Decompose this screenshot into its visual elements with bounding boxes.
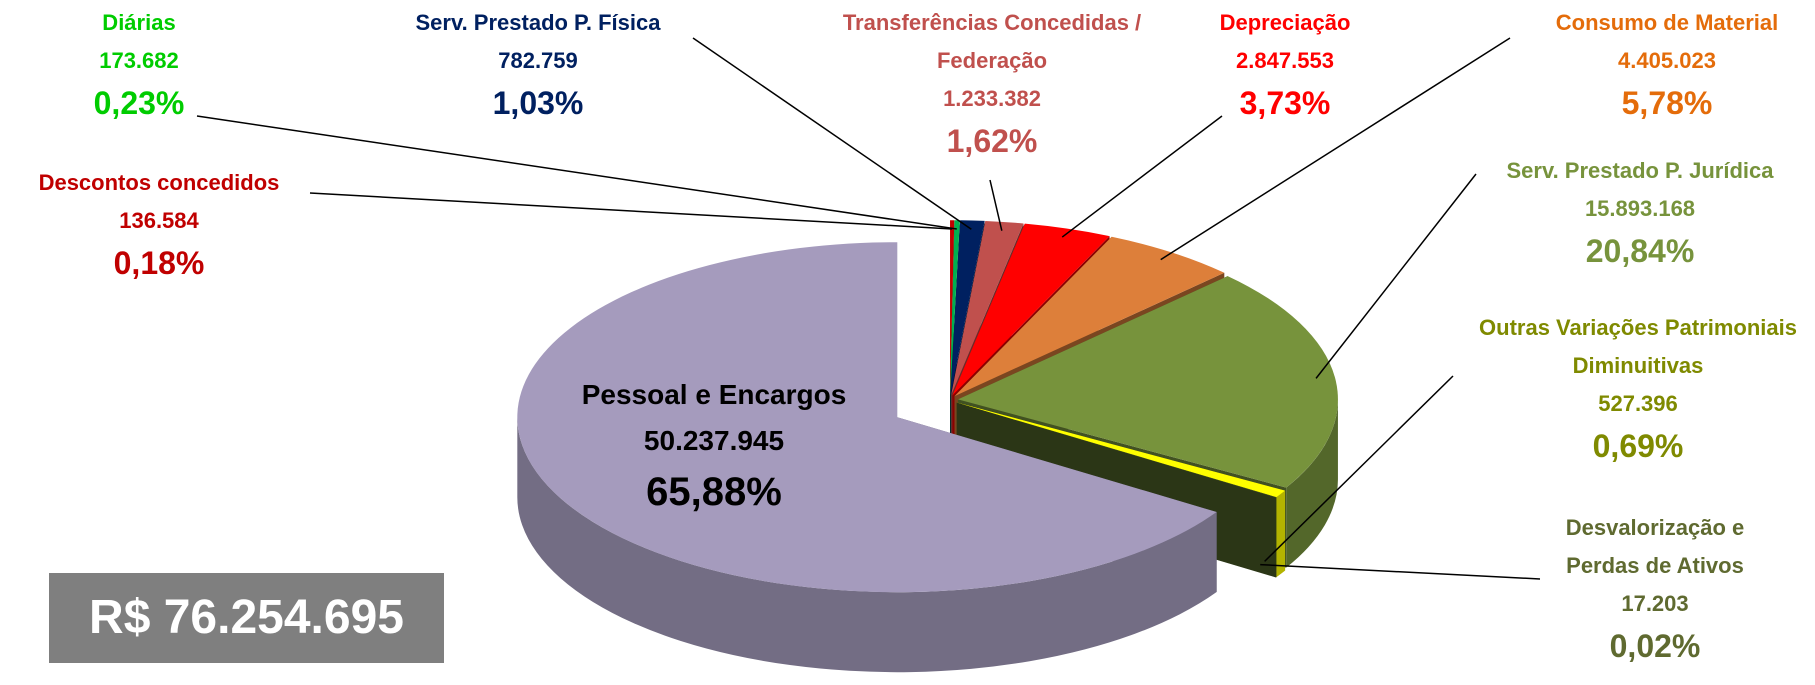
- slice-rim: [1276, 490, 1286, 578]
- slice-percent: 1,03%: [492, 85, 584, 121]
- slice-value: 2.847.553: [1236, 48, 1334, 73]
- slice-name: Serv. Prestado P. Jurídica: [1506, 158, 1774, 183]
- leader-line: [196, 115, 957, 230]
- slice-label: Diárias 173.682 0,23%: [94, 4, 185, 126]
- slice: [956, 402, 1286, 498]
- slice: [952, 223, 1110, 396]
- leader-line: [1315, 173, 1477, 379]
- slice: [950, 220, 955, 396]
- slice-percent: 0,23%: [93, 85, 185, 121]
- slice-value: 50.237.945: [643, 425, 785, 456]
- slice: [951, 220, 1024, 396]
- slice-rim: [1286, 399, 1338, 568]
- slice-percent: 3,73%: [1239, 85, 1331, 121]
- slice-name: Diárias: [102, 10, 176, 35]
- leader-line: [1264, 375, 1454, 562]
- slice-percent: 65,88%: [646, 470, 782, 514]
- slice-label: Outras Variações Patrimoniais Diminuitiv…: [1468, 309, 1808, 469]
- leader-line: [1260, 563, 1541, 580]
- slice-value: 173.682: [99, 48, 179, 73]
- slice-percent: 1,62%: [946, 123, 1038, 159]
- slice-name: Desvalorização e Perdas de Ativos: [1565, 515, 1745, 578]
- slice-label: Transferências Concedidas / Federação 1.2…: [842, 4, 1142, 164]
- leader-line: [989, 179, 1003, 231]
- slice-label: Desvalorização e Perdas de Ativos 17.203 0…: [1545, 509, 1765, 669]
- slice-value: 17.203: [1621, 591, 1689, 616]
- slice-value: 782.759: [498, 48, 578, 73]
- slice-value: 1.233.382: [943, 86, 1041, 111]
- slice-value: 15.893.168: [1584, 196, 1696, 221]
- leader-line: [1160, 37, 1511, 261]
- slice: [954, 236, 1225, 397]
- leader-line: [692, 37, 972, 230]
- slice-percent: 0,18%: [113, 245, 205, 281]
- slice-label: Pessoal e Encargos 50.237.945 65,88%: [582, 372, 847, 520]
- slice-label: Consumo de Material 4.405.023 5,78%: [1556, 4, 1778, 126]
- leader-line: [309, 192, 953, 230]
- slice: [517, 242, 1217, 593]
- slice-name: Pessoal e Encargos: [581, 379, 847, 410]
- slice-value: 527.396: [1598, 391, 1678, 416]
- slice: [950, 220, 985, 396]
- slice-value: 4.405.023: [1618, 48, 1716, 73]
- slice-percent: 0,02%: [1609, 628, 1701, 664]
- slice-name: Serv. Prestado P. Física: [415, 10, 661, 35]
- slice-label: Serv. Prestado P. Física 782.759 1,03%: [416, 4, 661, 126]
- total-box: R$ 76.254.695: [49, 573, 444, 663]
- slice-percent: 0,69%: [1592, 428, 1684, 464]
- slice-name: Outras Variações Patrimoniais Diminuitiv…: [1479, 315, 1797, 378]
- slice-value: 136.584: [119, 208, 199, 233]
- slice: [957, 276, 1338, 488]
- slice-name: Transferências Concedidas / Federação: [842, 10, 1142, 73]
- slice-name: Consumo de Material: [1555, 10, 1779, 35]
- slice: [950, 220, 960, 396]
- slice-label: Depreciação 2.847.553 3,73%: [1220, 4, 1351, 126]
- slice-percent: 20,84%: [1585, 233, 1695, 269]
- leader-line: [1061, 115, 1223, 238]
- slice: [956, 402, 1277, 498]
- slice-label: Descontos concedidos 136.584 0,18%: [39, 164, 280, 286]
- slice-name: Depreciação: [1219, 10, 1351, 35]
- slice-percent: 5,78%: [1621, 85, 1713, 121]
- slice-name: Descontos concedidos: [38, 170, 280, 195]
- slice-label: Serv. Prestado P. Jurídica 15.893.168 20,8…: [1507, 152, 1774, 274]
- slice-rim: [517, 417, 1217, 673]
